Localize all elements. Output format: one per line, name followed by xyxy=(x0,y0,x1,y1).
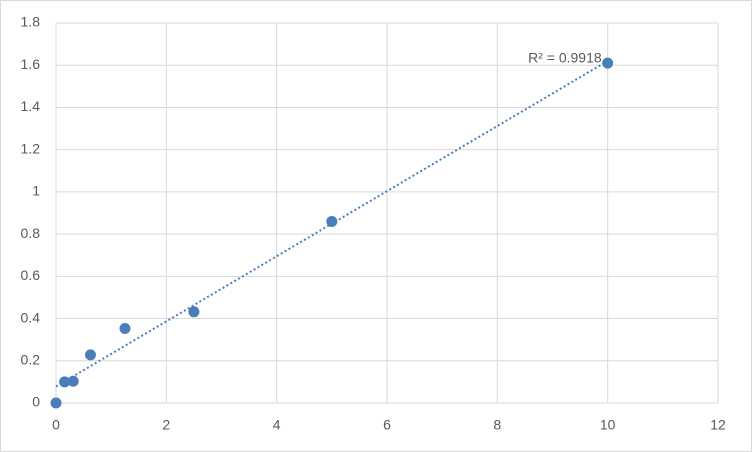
x-tick-label: 12 xyxy=(710,417,726,433)
point xyxy=(188,306,200,318)
x-tick-label: 10 xyxy=(600,417,616,433)
y-tick-label: 0 xyxy=(32,394,40,410)
x-tick-label: 8 xyxy=(493,417,501,433)
y-tick-label: 1.4 xyxy=(21,98,41,114)
y-tick-label: 1.6 xyxy=(21,56,41,72)
point xyxy=(119,322,131,334)
y-tick-label: 1 xyxy=(32,183,40,199)
point xyxy=(84,349,96,361)
point xyxy=(67,375,79,387)
y-tick-label: 0.2 xyxy=(21,351,41,367)
point xyxy=(50,397,62,409)
trendline-annotation: R² = 0.9918 xyxy=(528,50,602,66)
y-tick-label: 0.6 xyxy=(21,267,41,283)
y-tick-label: 1.2 xyxy=(21,140,41,156)
point xyxy=(602,57,614,69)
x-tick-label: 2 xyxy=(162,417,170,433)
y-tick-label: 0.4 xyxy=(21,309,41,325)
y-tick-label: 1.8 xyxy=(21,14,41,30)
x-tick-label: 0 xyxy=(52,417,60,433)
x-tick-label: 6 xyxy=(383,417,391,433)
point xyxy=(59,376,71,388)
point xyxy=(326,215,338,227)
y-tick-label: 0.8 xyxy=(21,225,41,241)
x-tick-label: 4 xyxy=(273,417,281,433)
